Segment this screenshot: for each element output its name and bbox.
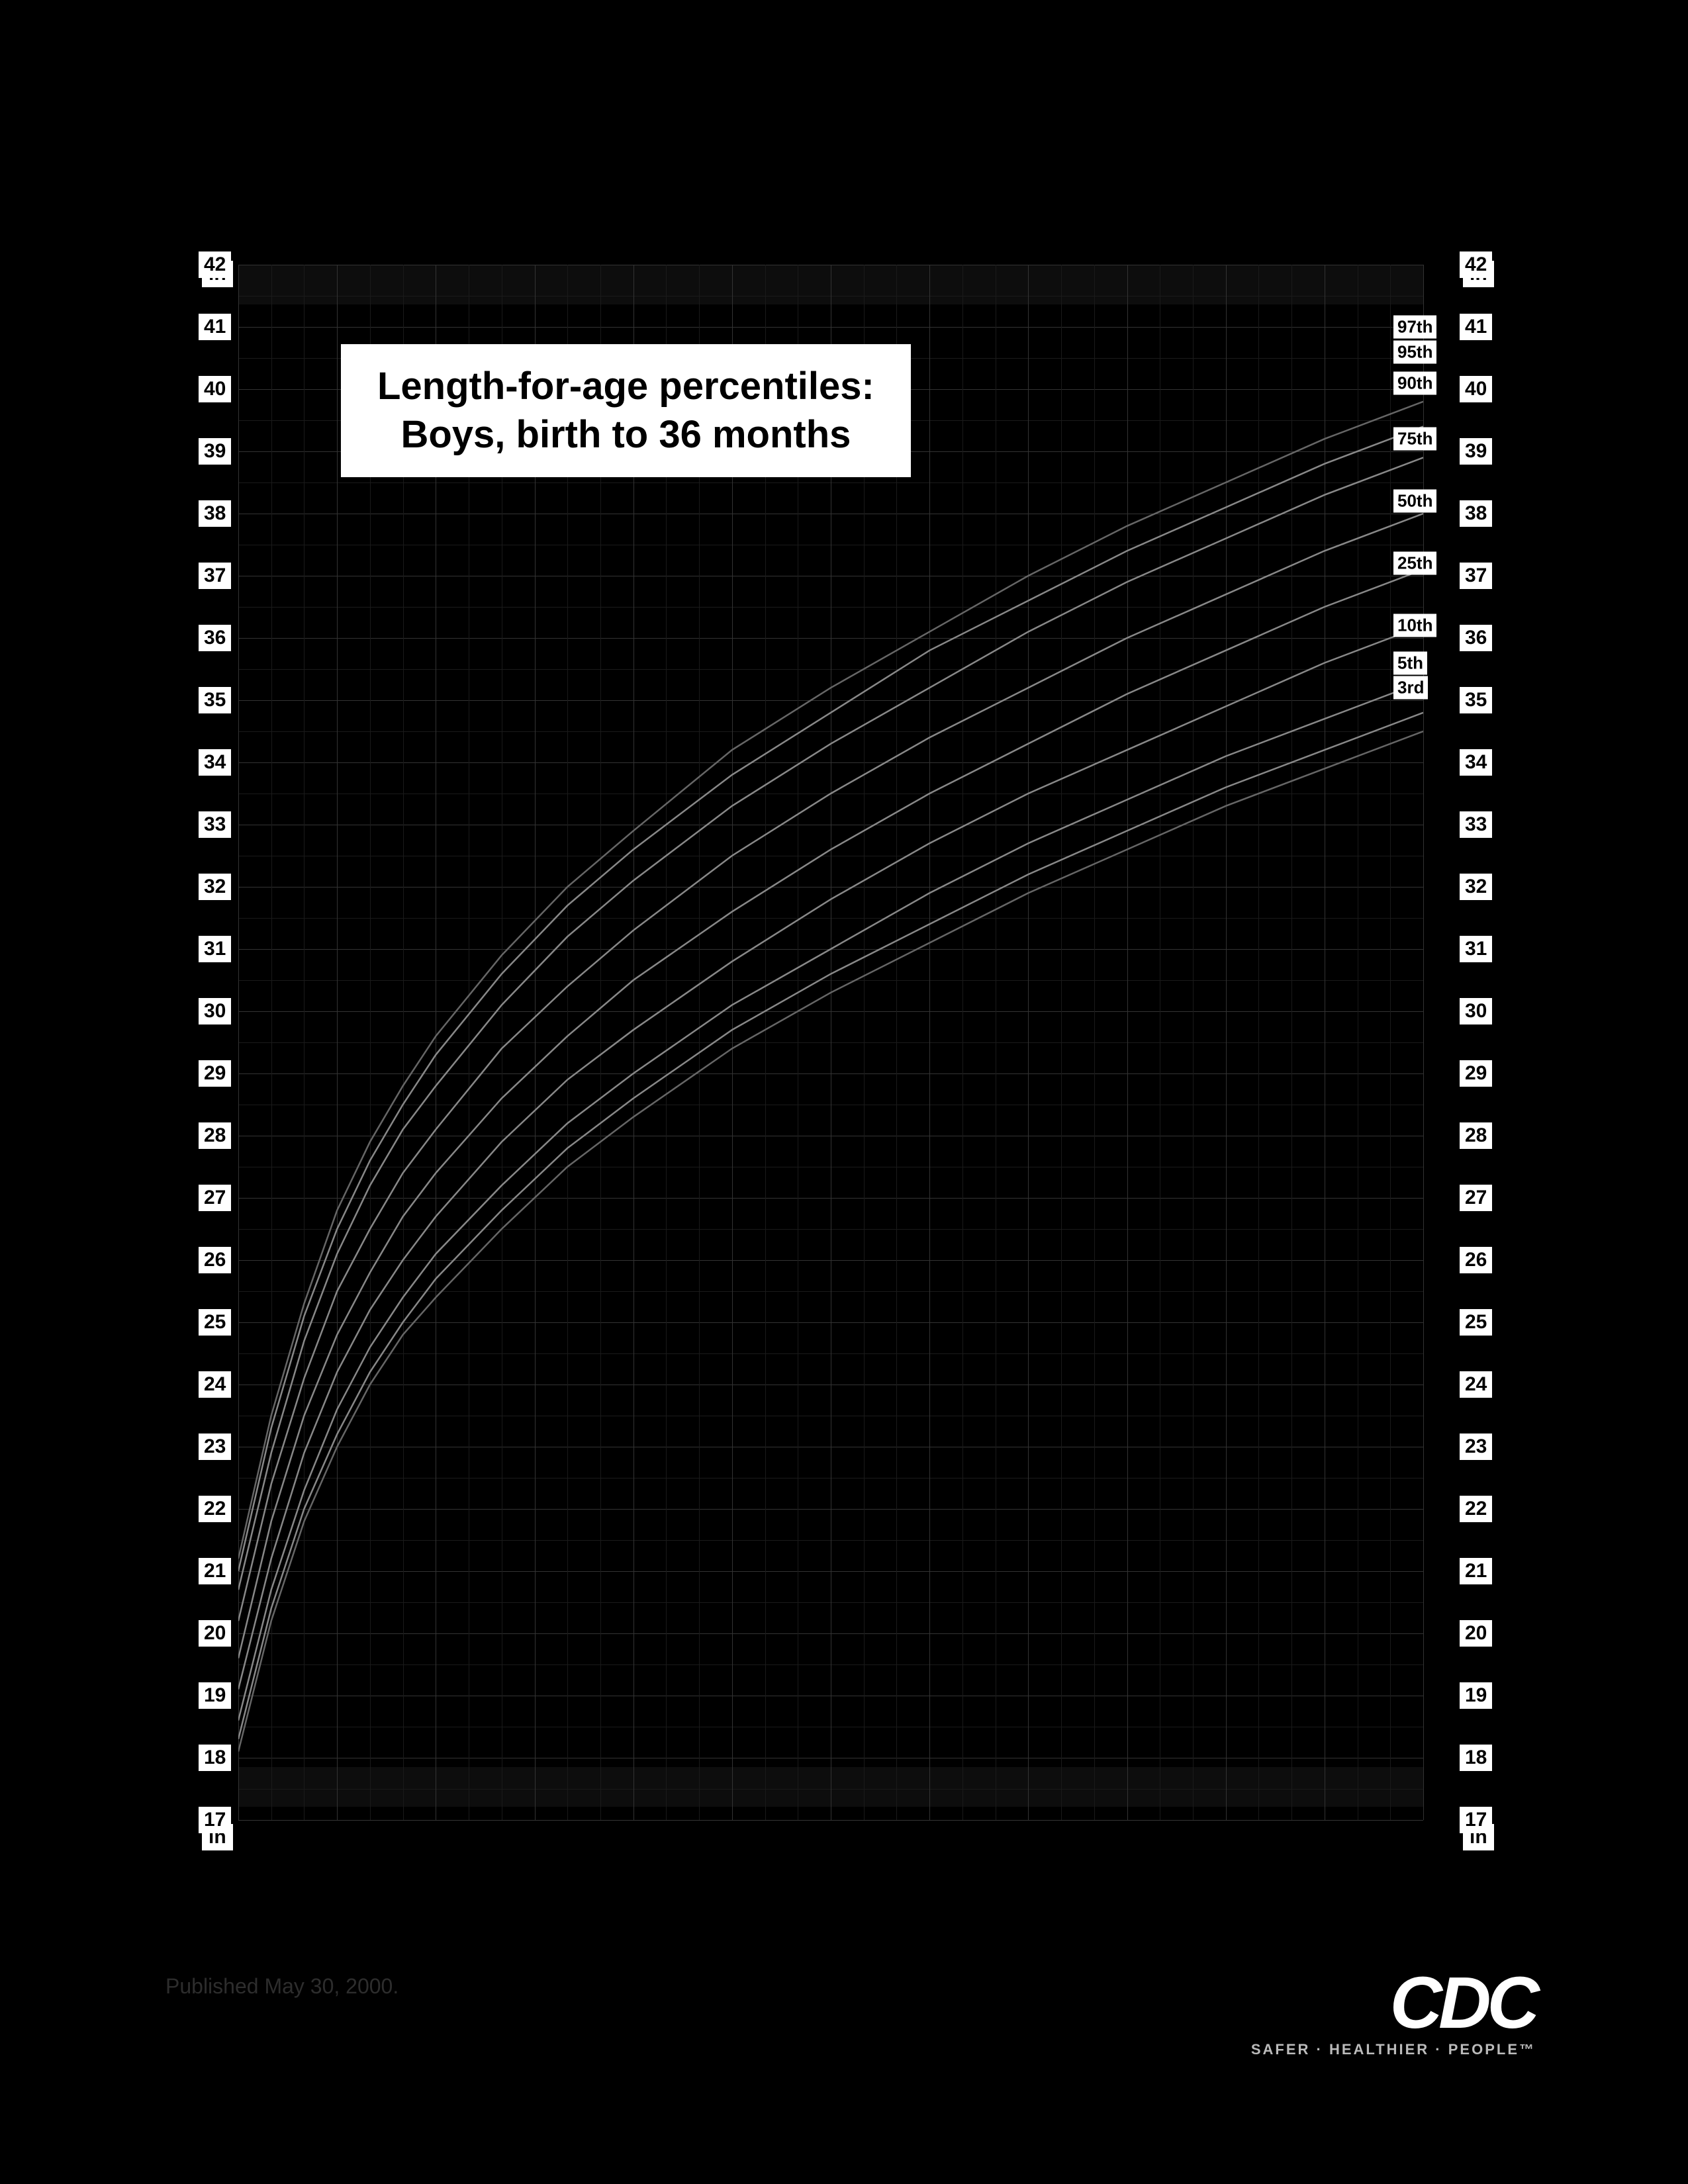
y-tick-right-17: 17 [1460, 1807, 1492, 1833]
y-tick-left-40: 40 [199, 376, 231, 402]
y-tick-right-28: 28 [1460, 1122, 1492, 1149]
cdc-logo: CDC SAFER · HEALTHIER · PEOPLE™ [1251, 1961, 1536, 2058]
y-tick-left-35: 35 [199, 687, 231, 713]
y-tick-left-32: 32 [199, 874, 231, 900]
y-tick-left-29: 29 [199, 1060, 231, 1087]
percentile-curve-25th [238, 625, 1423, 1689]
y-tick-left-36: 36 [199, 625, 231, 651]
y-tick-left-37: 37 [199, 563, 231, 589]
y-tick-right-22: 22 [1460, 1496, 1492, 1522]
percentile-curve-95th [238, 426, 1423, 1571]
y-tick-left-20: 20 [199, 1620, 231, 1647]
title-line-1: Length-for-age percentiles: [377, 363, 874, 411]
percentile-label-25th: 25th [1393, 552, 1436, 575]
y-tick-right-38: 38 [1460, 500, 1492, 527]
logo-text: CDC [1251, 1961, 1536, 2045]
chart-title: Length-for-age percentiles: Boys, birth … [341, 344, 911, 477]
y-tick-right-20: 20 [1460, 1620, 1492, 1647]
y-tick-right-41: 41 [1460, 314, 1492, 340]
y-tick-right-27: 27 [1460, 1185, 1492, 1211]
y-tick-left-31: 31 [199, 936, 231, 962]
publish-date: Published May 30, 2000. [165, 1974, 399, 1999]
y-tick-left-24: 24 [199, 1371, 231, 1398]
y-tick-right-35: 35 [1460, 687, 1492, 713]
y-tick-left-30: 30 [199, 998, 231, 1024]
percentile-label-75th: 75th [1393, 428, 1436, 451]
y-tick-left-39: 39 [199, 438, 231, 465]
y-tick-left-27: 27 [199, 1185, 231, 1211]
y-tick-left-26: 26 [199, 1247, 231, 1273]
percentile-label-97th: 97th [1393, 316, 1436, 339]
percentile-label-3rd: 3rd [1393, 676, 1428, 700]
y-tick-right-18: 18 [1460, 1745, 1492, 1771]
y-tick-right-37: 37 [1460, 563, 1492, 589]
percentile-label-90th: 90th [1393, 371, 1436, 394]
plot-area: Length-for-age percentiles: Boys, birth … [238, 265, 1423, 1820]
y-tick-left-19: 19 [199, 1682, 231, 1709]
y-tick-right-30: 30 [1460, 998, 1492, 1024]
percentile-label-95th: 95th [1393, 340, 1436, 363]
y-tick-left-18: 18 [199, 1745, 231, 1771]
y-tick-right-34: 34 [1460, 749, 1492, 776]
y-tick-right-21: 21 [1460, 1558, 1492, 1584]
y-tick-right-25: 25 [1460, 1309, 1492, 1336]
y-tick-left-23: 23 [199, 1433, 231, 1460]
y-tick-right-26: 26 [1460, 1247, 1492, 1273]
y-tick-left-22: 22 [199, 1496, 231, 1522]
percentile-curve-50th [238, 570, 1423, 1659]
y-tick-left-34: 34 [199, 749, 231, 776]
y-tick-right-23: 23 [1460, 1433, 1492, 1460]
y-tick-right-31: 31 [1460, 936, 1492, 962]
percentile-curves [238, 265, 1423, 1820]
y-tick-left-28: 28 [199, 1122, 231, 1149]
title-line-2: Boys, birth to 36 months [377, 411, 874, 459]
y-tick-right-36: 36 [1460, 625, 1492, 651]
y-tick-right-19: 19 [1460, 1682, 1492, 1709]
y-tick-right-40: 40 [1460, 376, 1492, 402]
y-tick-right-42: 42 [1460, 251, 1492, 278]
percentile-label-50th: 50th [1393, 490, 1436, 513]
y-tick-left-17: 17 [199, 1807, 231, 1833]
y-tick-right-33: 33 [1460, 811, 1492, 838]
y-tick-right-24: 24 [1460, 1371, 1492, 1398]
y-tick-left-38: 38 [199, 500, 231, 527]
percentile-curve-90th [238, 457, 1423, 1590]
y-tick-left-21: 21 [199, 1558, 231, 1584]
logo-tagline: SAFER · HEALTHIER · PEOPLE™ [1251, 2041, 1536, 2058]
percentile-curve-5th [238, 713, 1423, 1739]
percentile-label-5th: 5th [1393, 651, 1427, 674]
y-tick-left-25: 25 [199, 1309, 231, 1336]
y-tick-right-39: 39 [1460, 438, 1492, 465]
y-tick-left-42: 42 [199, 251, 231, 278]
growth-chart: in in in in Length-for-age percentiles: … [165, 265, 1523, 1873]
percentile-curve-10th [238, 682, 1423, 1721]
y-tick-right-29: 29 [1460, 1060, 1492, 1087]
y-tick-right-32: 32 [1460, 874, 1492, 900]
y-tick-left-41: 41 [199, 314, 231, 340]
percentile-label-10th: 10th [1393, 614, 1436, 637]
y-tick-left-33: 33 [199, 811, 231, 838]
percentile-curve-97th [238, 402, 1423, 1559]
